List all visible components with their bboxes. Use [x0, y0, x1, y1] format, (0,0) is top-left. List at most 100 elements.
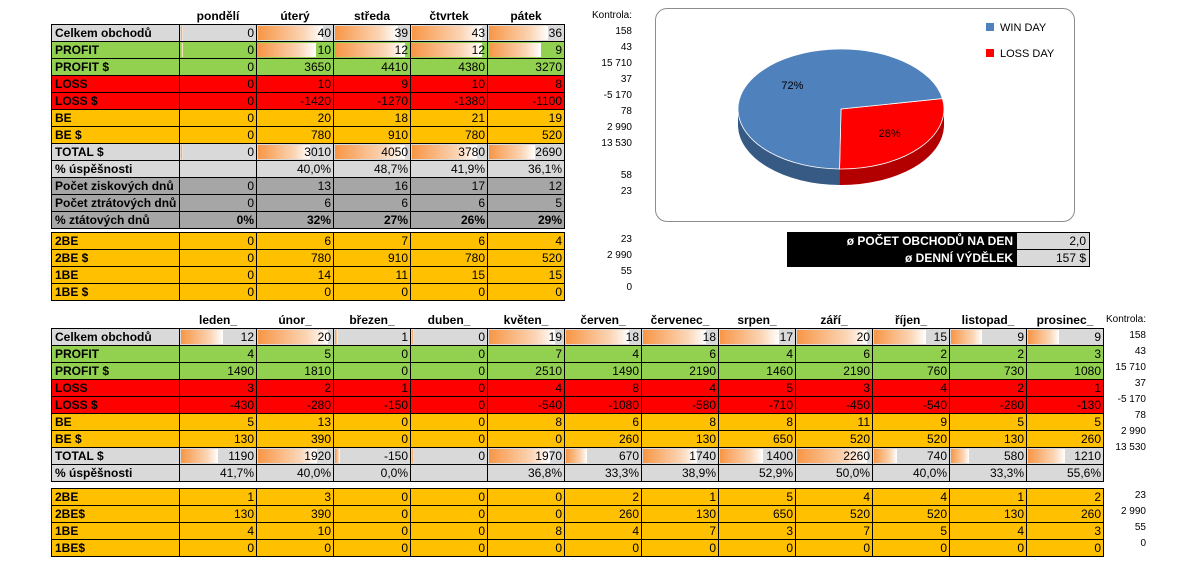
table-cell[interactable]: 0: [256, 283, 334, 301]
table-cell[interactable]: 0: [410, 447, 488, 465]
table-cell[interactable]: 55,6%: [1026, 464, 1104, 482]
table-cell[interactable]: 130: [179, 430, 257, 448]
table-cell[interactable]: 15: [872, 328, 950, 346]
table-cell[interactable]: 40,0%: [256, 160, 334, 178]
row-label[interactable]: BE: [51, 413, 180, 431]
row-label[interactable]: BE $: [51, 430, 180, 448]
table-cell[interactable]: 3: [179, 379, 257, 397]
row-label[interactable]: 1BE: [51, 522, 180, 540]
table-cell[interactable]: 17: [718, 328, 796, 346]
table-cell[interactable]: -1080: [564, 396, 642, 414]
table-cell[interactable]: 10: [256, 41, 334, 59]
table-cell[interactable]: 20: [256, 109, 334, 127]
row-label[interactable]: BE $: [51, 126, 180, 144]
table-cell[interactable]: [410, 464, 488, 482]
row-label[interactable]: TOTAL $: [51, 447, 180, 465]
table-cell[interactable]: 4: [564, 345, 642, 363]
table-cell[interactable]: 3270: [487, 58, 565, 76]
table-cell[interactable]: 1080: [1026, 362, 1104, 380]
table-cell[interactable]: 20: [256, 328, 334, 346]
table-cell[interactable]: 0: [487, 283, 565, 301]
table-cell[interactable]: 0: [410, 283, 488, 301]
row-label[interactable]: Počet ztrátových dnů: [51, 194, 180, 212]
table-cell[interactable]: 0: [333, 522, 411, 540]
table-cell[interactable]: 18: [641, 328, 719, 346]
table-cell[interactable]: 36,1%: [487, 160, 565, 178]
table-cell[interactable]: -280: [949, 396, 1027, 414]
table-cell[interactable]: 0: [179, 126, 257, 144]
row-label[interactable]: Celkem obchodů: [51, 24, 180, 42]
table-cell[interactable]: 670: [564, 447, 642, 465]
table-cell[interactable]: 12: [487, 177, 565, 195]
table-cell[interactable]: 3: [256, 488, 334, 506]
table-cell[interactable]: 0: [872, 539, 950, 557]
table-cell[interactable]: 3: [1026, 345, 1104, 363]
table-cell[interactable]: -430: [179, 396, 257, 414]
table-cell[interactable]: 0: [410, 362, 488, 380]
table-cell[interactable]: 6: [333, 194, 411, 212]
table-cell[interactable]: -540: [872, 396, 950, 414]
table-cell[interactable]: 0: [487, 488, 565, 506]
row-label[interactable]: TOTAL $: [51, 143, 180, 161]
table-cell[interactable]: 130: [949, 430, 1027, 448]
table-cell[interactable]: 1490: [179, 362, 257, 380]
row-label[interactable]: LOSS: [51, 75, 180, 93]
table-cell[interactable]: 0: [641, 539, 719, 557]
table-cell[interactable]: 2: [949, 379, 1027, 397]
table-cell[interactable]: 650: [718, 505, 796, 523]
table-cell[interactable]: 0: [179, 232, 257, 250]
table-cell[interactable]: 0: [333, 345, 411, 363]
table-cell[interactable]: 130: [641, 505, 719, 523]
table-cell[interactable]: 390: [256, 430, 334, 448]
table-cell[interactable]: 8: [564, 379, 642, 397]
table-cell[interactable]: 9: [487, 41, 565, 59]
table-cell[interactable]: 520: [795, 505, 873, 523]
table-cell[interactable]: 48,7%: [333, 160, 411, 178]
table-cell[interactable]: 6: [256, 194, 334, 212]
table-cell[interactable]: 780: [256, 249, 334, 267]
table-cell[interactable]: 3: [795, 379, 873, 397]
table-cell[interactable]: 130: [641, 430, 719, 448]
table-cell[interactable]: 4: [487, 232, 565, 250]
table-cell[interactable]: -1380: [410, 92, 488, 110]
table-cell[interactable]: 21: [410, 109, 488, 127]
table-cell[interactable]: 40: [256, 24, 334, 42]
table-cell[interactable]: 26%: [410, 211, 488, 229]
table-cell[interactable]: 2190: [641, 362, 719, 380]
row-label[interactable]: Počet ziskových dnů: [51, 177, 180, 195]
table-cell[interactable]: 0: [333, 488, 411, 506]
table-cell[interactable]: 520: [872, 505, 950, 523]
table-cell[interactable]: 520: [872, 430, 950, 448]
table-cell[interactable]: -450: [795, 396, 873, 414]
table-cell[interactable]: 1460: [718, 362, 796, 380]
table-cell[interactable]: 4: [641, 379, 719, 397]
row-label[interactable]: 2BE$: [51, 505, 180, 523]
row-label[interactable]: LOSS $: [51, 396, 180, 414]
table-cell[interactable]: 38,9%: [641, 464, 719, 482]
table-cell[interactable]: 4: [949, 522, 1027, 540]
row-label[interactable]: 2BE $: [51, 249, 180, 267]
table-cell[interactable]: 5: [718, 488, 796, 506]
table-cell[interactable]: 5: [487, 194, 565, 212]
table-cell[interactable]: 0: [179, 41, 257, 59]
table-cell[interactable]: 0: [410, 539, 488, 557]
table-cell[interactable]: 15: [487, 266, 565, 284]
table-cell[interactable]: 0: [410, 379, 488, 397]
table-cell[interactable]: 1490: [564, 362, 642, 380]
table-cell[interactable]: 5: [949, 413, 1027, 431]
row-label[interactable]: % ztátových dnů: [51, 211, 180, 229]
table-cell[interactable]: 0: [795, 539, 873, 557]
table-cell[interactable]: -280: [256, 396, 334, 414]
row-label[interactable]: 1BE $: [51, 283, 180, 301]
row-label[interactable]: Celkem obchodů: [51, 328, 180, 346]
table-cell[interactable]: 17: [410, 177, 488, 195]
table-cell[interactable]: 0: [1026, 539, 1104, 557]
table-cell[interactable]: 5: [718, 379, 796, 397]
table-cell[interactable]: 1970: [487, 447, 565, 465]
table-cell[interactable]: 16: [333, 177, 411, 195]
table-cell[interactable]: 6: [564, 413, 642, 431]
table-cell[interactable]: 41,9%: [410, 160, 488, 178]
table-cell[interactable]: 780: [410, 126, 488, 144]
table-cell[interactable]: 4410: [333, 58, 411, 76]
table-cell[interactable]: -1270: [333, 92, 411, 110]
